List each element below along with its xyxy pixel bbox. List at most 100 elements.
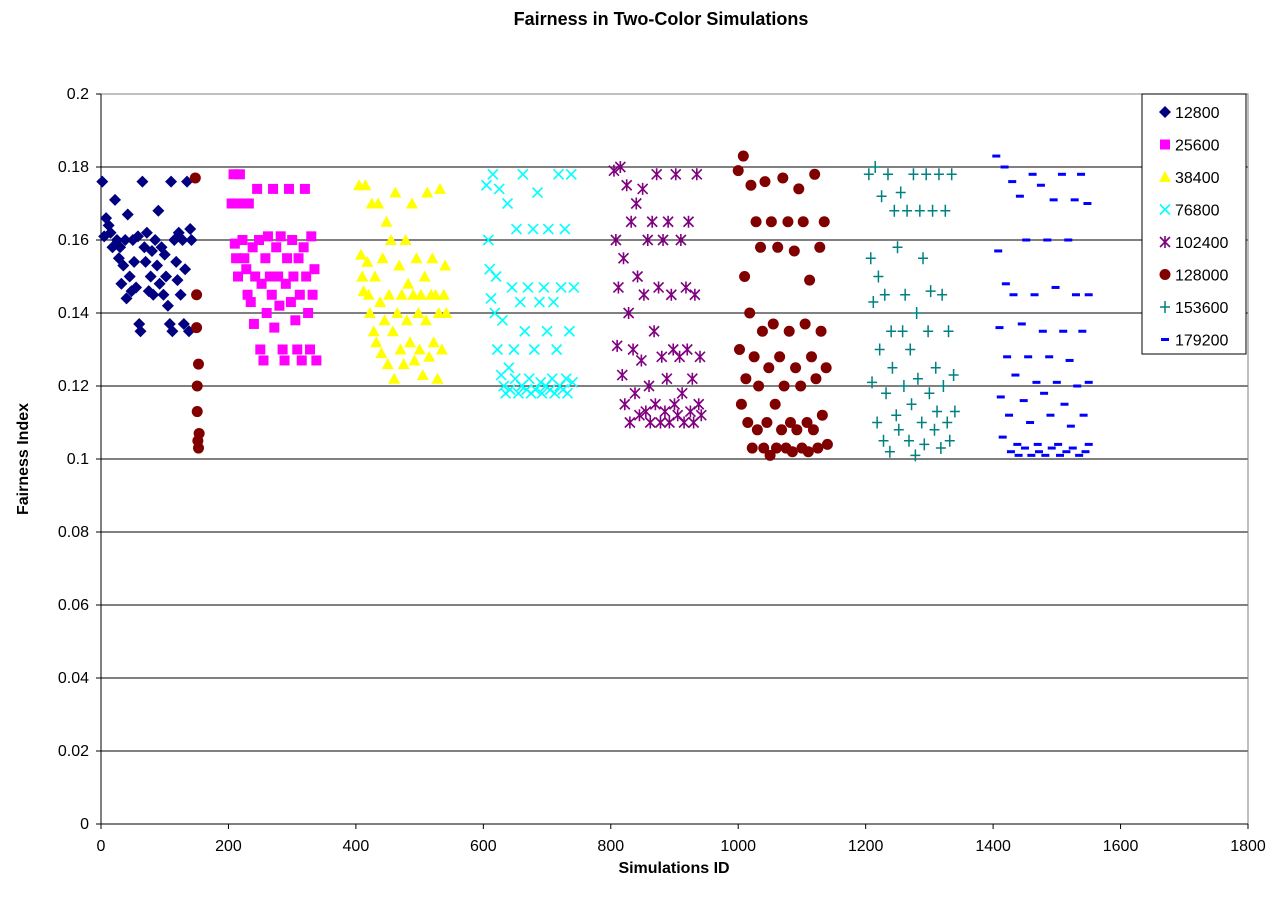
data-point-179200 <box>1019 399 1028 403</box>
data-point-102400 <box>638 288 650 301</box>
data-point-38400 <box>381 358 394 370</box>
data-point-102400 <box>689 288 701 301</box>
data-point-153600 <box>910 449 921 462</box>
legend-marker-12800 <box>1159 106 1171 118</box>
data-point-25600 <box>247 242 258 253</box>
data-point-102400 <box>684 405 696 418</box>
data-point-153600 <box>867 376 878 389</box>
data-point-102400 <box>644 416 656 429</box>
data-point-38400 <box>431 372 444 384</box>
x-tick-label: 1400 <box>975 838 1011 855</box>
data-point-102400 <box>693 398 705 411</box>
data-point-12800 <box>159 270 172 283</box>
data-point-12800 <box>139 255 152 268</box>
y-tick-label: 0.04 <box>58 670 89 687</box>
data-point-25600 <box>305 344 316 355</box>
legend-item-12800: 12800 <box>1159 105 1220 122</box>
data-point-102400 <box>654 416 667 429</box>
data-point-179200 <box>1024 355 1033 359</box>
data-point-153600 <box>872 416 883 429</box>
data-point-153600 <box>940 204 951 217</box>
data-point-76800 <box>523 373 535 385</box>
data-point-12800 <box>185 234 198 246</box>
data-point-25600 <box>271 242 282 253</box>
x-tick-label: 800 <box>597 838 624 855</box>
data-point-25600 <box>299 183 310 194</box>
data-point-76800 <box>503 362 515 374</box>
data-point-76800 <box>566 376 579 388</box>
data-point-25600 <box>260 253 271 264</box>
data-point-12800 <box>177 317 190 330</box>
data-point-128000 <box>807 424 819 436</box>
data-point-12800 <box>96 175 109 188</box>
data-point-153600 <box>905 343 916 356</box>
data-point-38400 <box>367 325 380 337</box>
data-point-153600 <box>863 168 874 181</box>
data-point-179200 <box>1038 329 1047 333</box>
data-point-179200 <box>1030 293 1039 297</box>
data-point-179200 <box>1083 202 1092 205</box>
data-point-179200 <box>1009 293 1018 297</box>
data-point-102400 <box>651 168 663 181</box>
data-point-38400 <box>421 186 434 198</box>
data-point-128000 <box>189 172 201 184</box>
data-point-128000 <box>801 417 813 428</box>
data-point-128000 <box>735 398 747 410</box>
data-point-128000 <box>786 446 798 458</box>
series-179200 <box>992 154 1093 457</box>
data-point-12800 <box>157 288 170 301</box>
data-point-179200 <box>1028 172 1037 176</box>
data-point-12800 <box>147 288 160 301</box>
data-point-38400 <box>435 343 448 355</box>
data-point-25600 <box>269 322 280 333</box>
x-tick-label: 0 <box>97 838 106 855</box>
data-point-38400 <box>429 288 442 300</box>
data-point-128000 <box>790 362 802 374</box>
data-point-153600 <box>937 288 948 301</box>
data-point-76800 <box>551 343 563 356</box>
data-point-102400 <box>665 288 677 301</box>
data-point-38400 <box>400 314 413 326</box>
data-point-153600 <box>903 434 914 447</box>
data-point-25600 <box>248 318 259 329</box>
legend-marker-38400 <box>1159 171 1171 182</box>
data-point-12800 <box>149 234 162 246</box>
y-tick-label: 0.14 <box>58 305 89 322</box>
data-point-153600 <box>879 288 890 301</box>
data-point-179200 <box>1043 238 1052 242</box>
data-point-102400 <box>649 398 661 411</box>
data-point-179200 <box>1062 450 1071 454</box>
data-point-153600 <box>938 380 949 392</box>
data-point-25600 <box>309 264 320 275</box>
data-point-153600 <box>895 186 906 199</box>
legend-marker-25600 <box>1160 139 1170 150</box>
legend-item-153600: 153600 <box>1160 300 1228 317</box>
data-point-102400 <box>680 281 692 294</box>
data-point-12800 <box>145 244 158 257</box>
data-point-128000 <box>761 417 773 428</box>
data-point-25600 <box>241 264 252 275</box>
data-point-38400 <box>356 270 369 282</box>
data-point-179200 <box>1034 450 1043 454</box>
legend-marker-128000 <box>1159 269 1171 280</box>
data-point-38400 <box>397 358 410 370</box>
data-point-102400 <box>694 350 706 363</box>
data-point-25600 <box>261 308 272 318</box>
data-point-179200 <box>1071 293 1080 297</box>
legend: 12800 25600 38400 76800 102400 128000 153600 17… <box>1141 93 1247 355</box>
legend-label-102400: 102400 <box>1175 235 1228 252</box>
data-point-12800 <box>151 259 164 272</box>
data-point-25600 <box>306 231 317 242</box>
data-point-38400 <box>423 350 436 362</box>
data-point-179200 <box>1057 172 1066 176</box>
data-point-102400 <box>681 343 693 356</box>
data-point-76800 <box>490 270 502 283</box>
data-point-153600 <box>881 387 892 400</box>
data-point-128000 <box>739 271 751 282</box>
data-point-128000 <box>810 373 822 385</box>
data-point-179200 <box>995 326 1004 330</box>
data-point-25600 <box>242 289 253 300</box>
data-point-102400 <box>635 354 647 367</box>
data-point-12800 <box>115 277 128 290</box>
